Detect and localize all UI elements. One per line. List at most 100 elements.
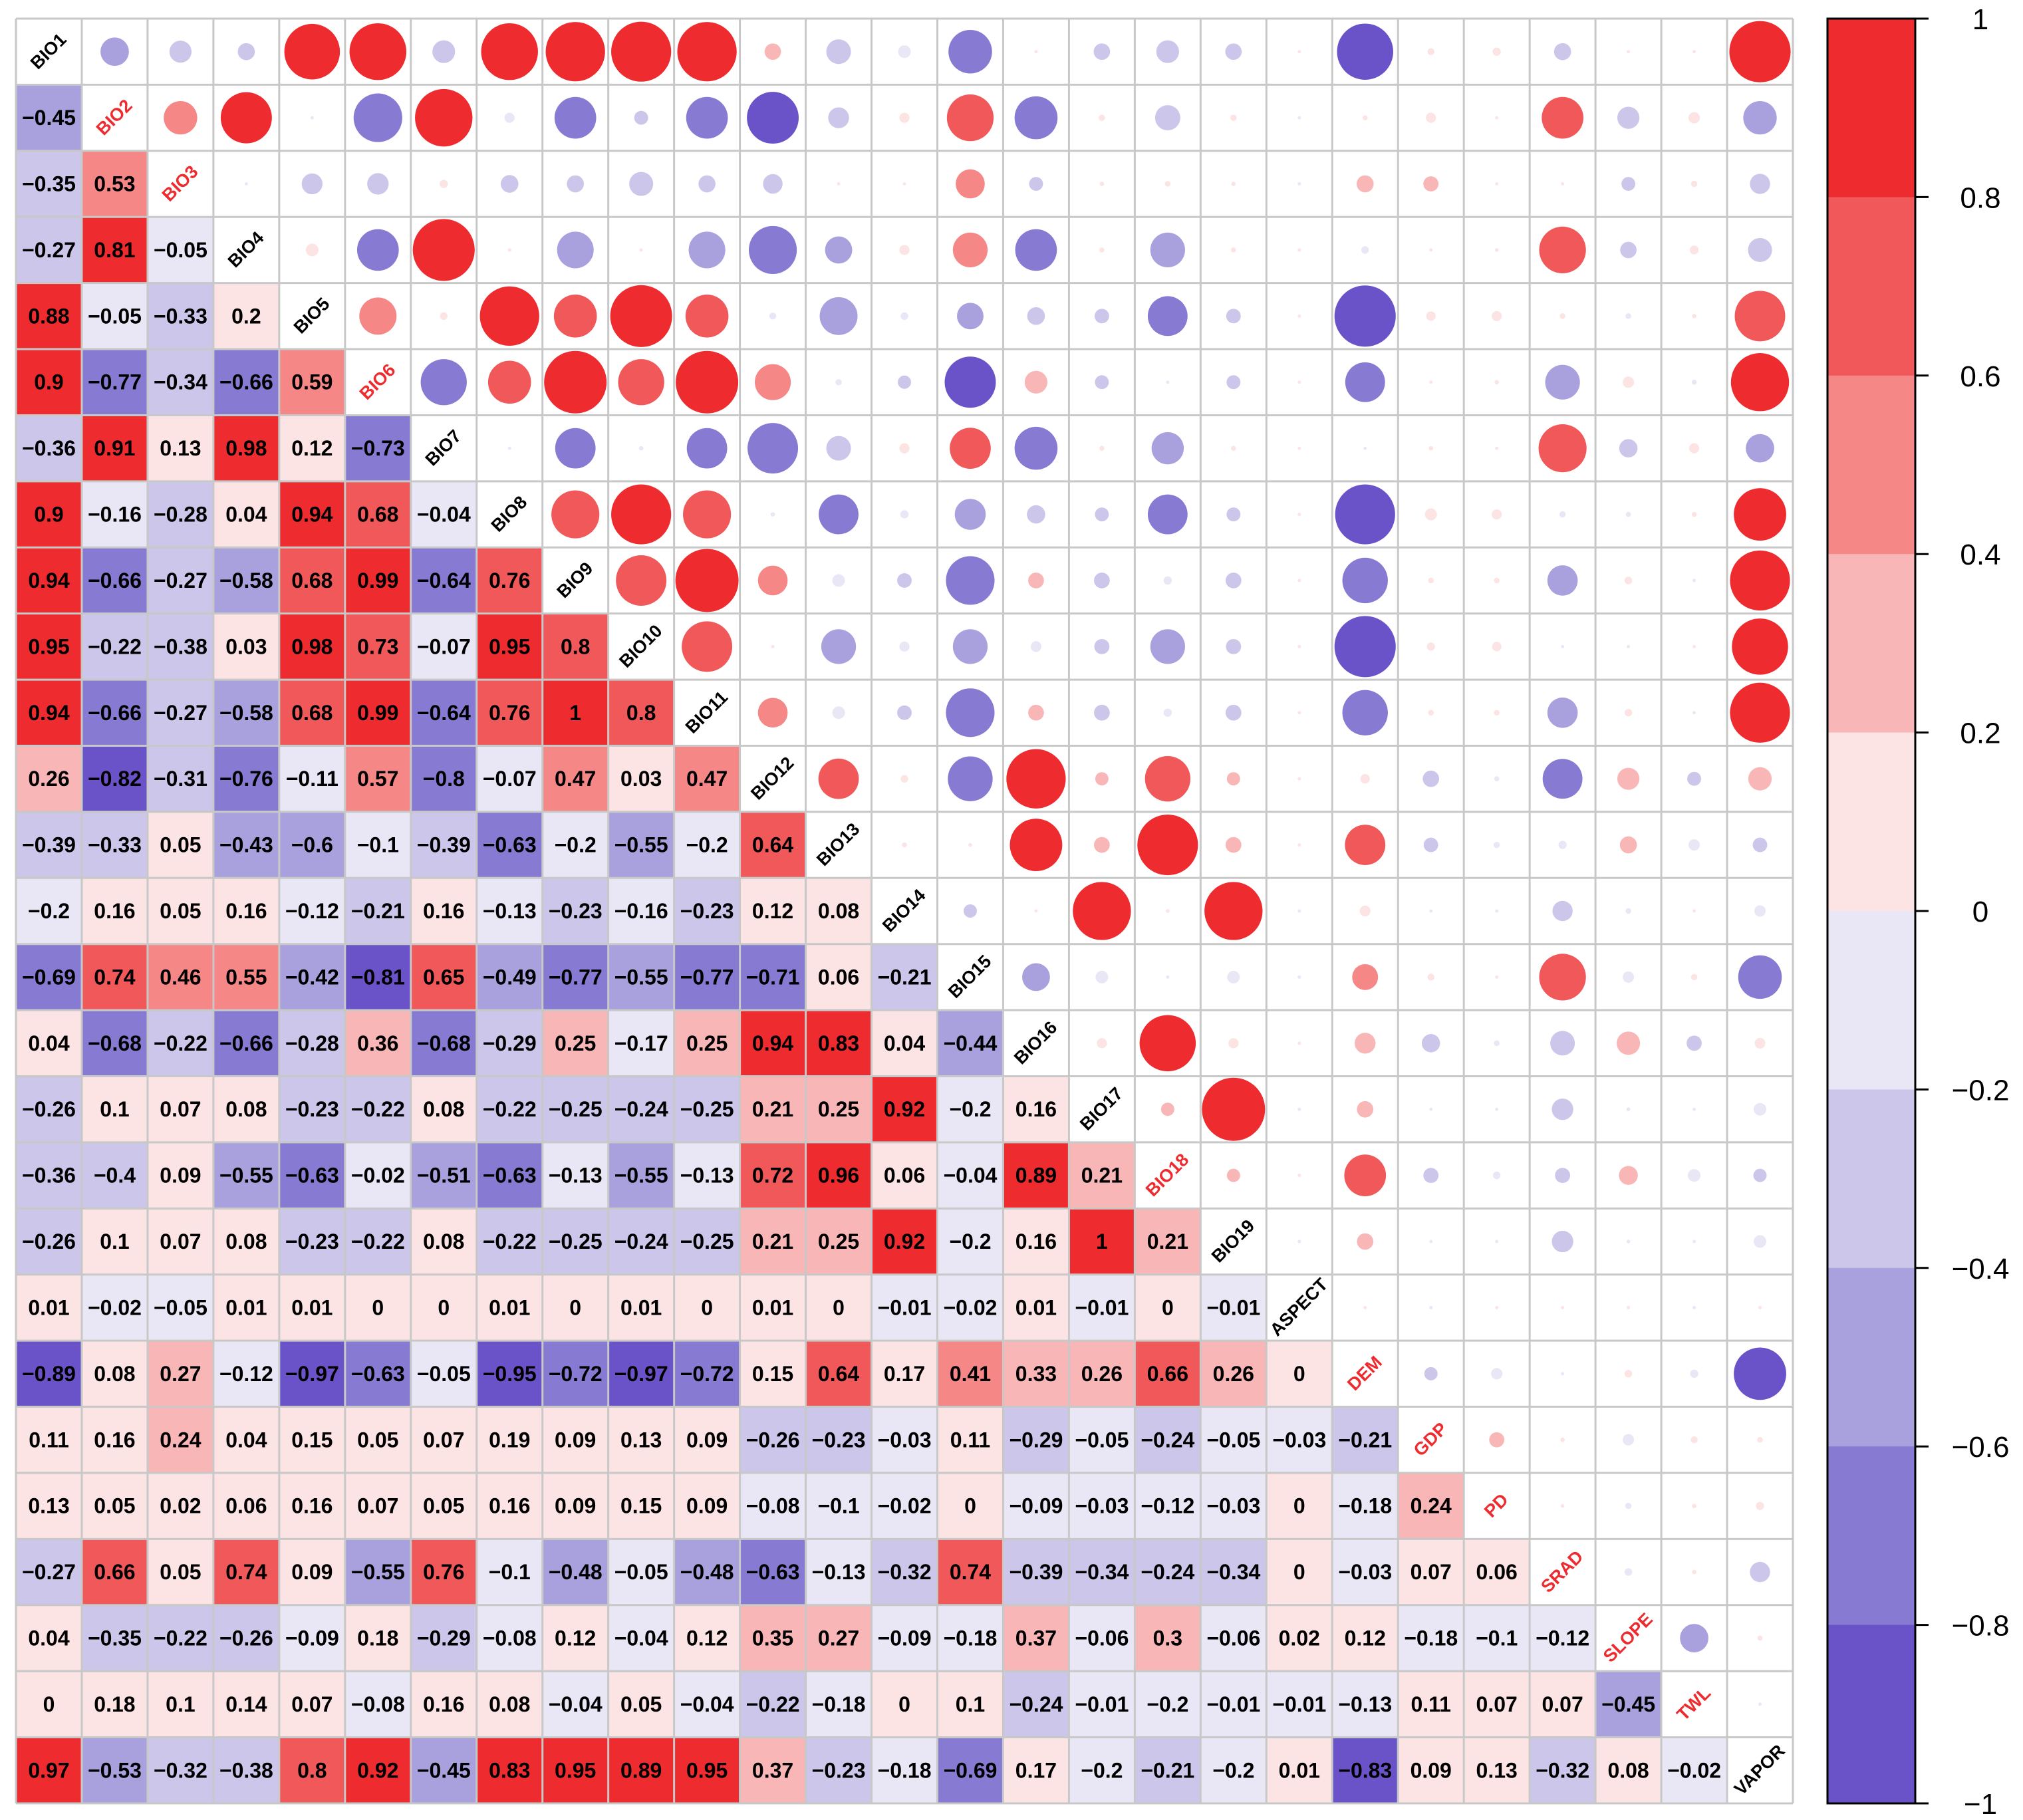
circle-BIO2-BIO3 bbox=[164, 100, 198, 135]
cell-BIO15-BIO6 bbox=[344, 944, 411, 1011]
circle-BIO17-PD bbox=[1495, 1107, 1499, 1111]
cell-ASPECT-BIO13 bbox=[805, 1274, 872, 1341]
cell-BIO14-BIO8 bbox=[476, 878, 543, 944]
cell-value-BIO11-BIO9: 1 bbox=[569, 701, 581, 725]
circle-BIO1-BIO6 bbox=[349, 23, 407, 80]
circle-GDP-TWL bbox=[1690, 1436, 1698, 1444]
cell-SRAD-BIO19 bbox=[1200, 1539, 1267, 1605]
circle-BIO7-BIO19 bbox=[1231, 446, 1236, 451]
cell-SLOPE-BIO8 bbox=[476, 1605, 543, 1672]
cell-VAPOR-BIO12 bbox=[740, 1737, 806, 1803]
cell-BIO8-BIO2 bbox=[81, 481, 148, 548]
circle-BIO3-BIO14 bbox=[902, 182, 906, 186]
cell-BIO13-BIO10 bbox=[608, 811, 674, 878]
circle-BIO1-BIO17 bbox=[1093, 43, 1111, 61]
colorbar-segment bbox=[1827, 1446, 1915, 1626]
cell-value-TWL-BIO8: 0.08 bbox=[489, 1692, 530, 1716]
cell-GDP-BIO19 bbox=[1200, 1406, 1267, 1473]
circle-BIO19-DEM bbox=[1357, 1233, 1374, 1250]
cell-VAPOR-BIO16 bbox=[1003, 1737, 1069, 1803]
cell-value-BIO7-BIO2: 0.91 bbox=[94, 436, 135, 460]
circle-BIO19-SRAD bbox=[1551, 1230, 1573, 1253]
circle-BIO9-BIO17 bbox=[1094, 573, 1110, 588]
cell-DEM-BIO16 bbox=[1003, 1341, 1069, 1407]
cell-GDP-BIO1 bbox=[16, 1406, 82, 1473]
cell-value-SRAD-BIO11: −0.48 bbox=[680, 1560, 734, 1584]
circle-BIO1-BIO18 bbox=[1156, 40, 1179, 63]
cell-value-TWL-BIO1: 0 bbox=[43, 1692, 55, 1716]
variable-label-bio7: BIO7 bbox=[422, 426, 466, 470]
circle-BIO6-ASPECT bbox=[1297, 380, 1301, 384]
circle-BIO3-BIO15 bbox=[956, 169, 985, 199]
circle-BIO6-SRAD bbox=[1545, 364, 1580, 400]
cell-value-BIO10-BIO7: −0.07 bbox=[417, 634, 471, 658]
cell-value-SLOPE-BIO10: −0.04 bbox=[614, 1626, 668, 1650]
cell-BIO6-BIO3 bbox=[147, 349, 213, 416]
cell-value-GDP-BIO7: 0.07 bbox=[423, 1428, 464, 1452]
cell-BIO19-BIO15 bbox=[937, 1208, 1004, 1275]
circle-BIO8-GDP bbox=[1424, 508, 1437, 521]
cell-BIO11-BIO8 bbox=[476, 680, 543, 746]
cell-value-TWL-BIO17: −0.01 bbox=[1075, 1692, 1129, 1716]
cell-PD-BIO13 bbox=[805, 1472, 872, 1539]
cell-GDP-BIO12 bbox=[740, 1406, 806, 1473]
circle-BIO4-BIO10 bbox=[639, 248, 643, 252]
cell-value-SLOPE-BIO1: 0.04 bbox=[28, 1626, 69, 1650]
cell-ASPECT-BIO2 bbox=[81, 1274, 148, 1341]
cell-SRAD-BIO5 bbox=[279, 1539, 345, 1605]
circle-BIO14-BIO18 bbox=[1166, 909, 1170, 913]
cell-VAPOR-BIO9 bbox=[542, 1737, 608, 1803]
circle-BIO3-SLOPE bbox=[1621, 177, 1636, 191]
cell-DEM-BIO15 bbox=[937, 1341, 1004, 1407]
circle-BIO13-SLOPE bbox=[1619, 836, 1637, 854]
cell-value-PD-BIO1: 0.13 bbox=[28, 1494, 69, 1518]
cell-BIO18-BIO4 bbox=[213, 1142, 279, 1209]
circle-BIO18-ASPECT bbox=[1297, 1174, 1301, 1178]
circle-BIO18-VAPOR bbox=[1753, 1168, 1767, 1182]
circle-BIO4-GDP bbox=[1429, 248, 1433, 252]
cell-value-GDP-BIO1: 0.11 bbox=[29, 1428, 69, 1452]
cell-VAPOR-PD bbox=[1464, 1737, 1530, 1803]
cell-value-BIO6-BIO3: −0.34 bbox=[154, 370, 207, 394]
cell-value-BIO15-BIO4: 0.55 bbox=[225, 965, 267, 989]
cell-value-DEM-BIO13: 0.64 bbox=[818, 1362, 859, 1386]
cell-value-BIO8-BIO7: −0.04 bbox=[417, 503, 471, 527]
cell-BIO17-BIO16 bbox=[1003, 1076, 1069, 1142]
circle-BIO15-BIO18 bbox=[1166, 975, 1170, 979]
cell-value-GDP-BIO12: −0.26 bbox=[746, 1428, 800, 1452]
circle-BIO5-SLOPE bbox=[1625, 313, 1631, 319]
circle-BIO9-BIO13 bbox=[832, 574, 845, 587]
cell-value-GDP-BIO2: 0.16 bbox=[94, 1428, 135, 1452]
cell-value-BIO16-BIO1: 0.04 bbox=[28, 1031, 69, 1055]
cell-value-PD-BIO5: 0.16 bbox=[291, 1494, 333, 1518]
cell-value-BIO14-BIO4: 0.16 bbox=[225, 899, 267, 923]
cell-value-BIO14-BIO8: −0.13 bbox=[483, 899, 537, 923]
circle-BIO6-BIO18 bbox=[1166, 380, 1170, 384]
cell-BIO6-BIO2 bbox=[81, 349, 148, 416]
circle-BIO15-DEM bbox=[1352, 964, 1379, 990]
cell-VAPOR-DEM bbox=[1332, 1737, 1399, 1803]
cell-BIO10-BIO9 bbox=[542, 613, 608, 680]
cell-BIO17-BIO15 bbox=[937, 1076, 1004, 1142]
cell-value-BIO17-BIO13: 0.25 bbox=[818, 1097, 859, 1121]
circle-BIO18-BIO19 bbox=[1226, 1168, 1240, 1182]
cell-BIO15-BIO12 bbox=[740, 944, 806, 1011]
circle-BIO7-SLOPE bbox=[1619, 439, 1638, 457]
colorbar-segment bbox=[1827, 554, 1915, 733]
cell-value-DEM-BIO15: 0.41 bbox=[950, 1362, 991, 1386]
cell-GDP-BIO3 bbox=[147, 1406, 213, 1473]
cell-value-BIO6-BIO2: −0.77 bbox=[88, 370, 142, 394]
cell-value-BIO11-BIO1: 0.94 bbox=[28, 701, 69, 725]
cell-value-BIO9-BIO3: −0.27 bbox=[154, 569, 207, 592]
cell-TWL-BIO10 bbox=[608, 1671, 674, 1738]
circle-BIO4-BIO5 bbox=[305, 243, 319, 257]
circle-BIO11-BIO19 bbox=[1225, 704, 1242, 721]
cell-BIO18-BIO16 bbox=[1003, 1142, 1069, 1209]
circle-BIO2-BIO18 bbox=[1154, 105, 1180, 131]
cell-value-BIO19-BIO11: −0.25 bbox=[680, 1230, 734, 1253]
circle-BIO6-BIO16 bbox=[1024, 370, 1048, 394]
circle-BIO5-BIO6 bbox=[359, 297, 397, 335]
cell-BIO12-BIO2 bbox=[81, 745, 148, 812]
circle-BIO6-DEM bbox=[1345, 362, 1385, 402]
cell-value-TWL-BIO2: 0.18 bbox=[94, 1692, 135, 1716]
